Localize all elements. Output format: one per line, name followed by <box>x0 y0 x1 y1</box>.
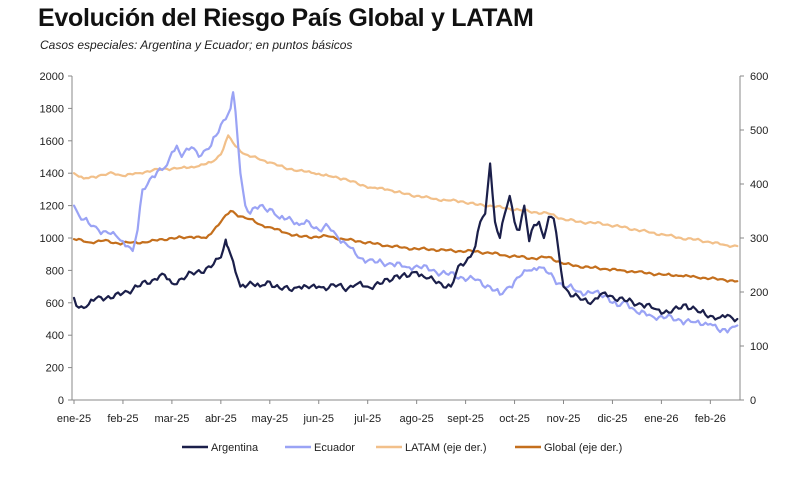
series-line-latam <box>72 134 739 248</box>
series-line-ecuador <box>72 91 739 334</box>
left-tick-label: 1600 <box>40 136 64 148</box>
left-tick-label: 1200 <box>40 201 64 213</box>
left-y-ticks: 0 200 400 600 800 1000 1200 1400 1600 1800 2000 <box>40 71 72 407</box>
x-tick-label: ene-26 <box>644 413 678 425</box>
x-tick-label: abr-25 <box>205 413 237 425</box>
right-tick-label: 500 <box>750 125 768 137</box>
chart-title: Evolución del Riesgo País Global y LATAM <box>38 4 534 32</box>
x-tick-label: feb-25 <box>107 413 138 425</box>
x-tick-label: sept-25 <box>447 413 484 425</box>
x-tick-label: may-25 <box>251 413 288 425</box>
series-line-argentina <box>72 162 739 323</box>
right-tick-label: 400 <box>750 179 768 191</box>
x-tick-label: ene-25 <box>57 413 91 425</box>
legend-label: Global (eje der.) <box>544 442 622 454</box>
x-tick-label: feb-26 <box>695 413 726 425</box>
left-tick-label: 0 <box>58 395 64 407</box>
x-tick-label: jul-25 <box>353 413 381 425</box>
left-tick-label: 1000 <box>40 233 64 245</box>
x-tick-label: ago-25 <box>400 413 434 425</box>
right-tick-label: 600 <box>750 71 768 83</box>
right-y-ticks: 0 100 200 300 400 500 600 <box>740 71 768 407</box>
left-tick-label: 2000 <box>40 71 64 83</box>
x-tick-label: dic-25 <box>597 413 627 425</box>
legend-label: LATAM (eje der.) <box>405 442 487 454</box>
left-tick-label: 1800 <box>40 103 64 115</box>
right-tick-label: 100 <box>750 341 768 353</box>
right-tick-label: 200 <box>750 287 768 299</box>
legend-label: Argentina <box>211 442 259 454</box>
left-tick-label: 400 <box>46 330 64 342</box>
series-lines <box>72 91 739 334</box>
series-line-global <box>72 209 739 283</box>
x-tick-label: oct-25 <box>499 413 530 425</box>
legend: Argentina Ecuador LATAM (eje der.) Global (… <box>182 442 622 454</box>
x-ticks: ene-25 feb-25 mar-25 abr-25 may-25 jun-25 jul-… <box>57 400 726 425</box>
x-tick-label: mar-25 <box>154 413 189 425</box>
right-tick-label: 0 <box>750 395 756 407</box>
right-tick-label: 300 <box>750 233 768 245</box>
x-tick-label: nov-25 <box>547 413 581 425</box>
chart-subtitle: Casos especiales: Argentina y Ecuador; e… <box>40 38 353 52</box>
x-tick-label: jun-25 <box>302 413 334 425</box>
left-tick-label: 200 <box>46 363 64 375</box>
left-tick-label: 800 <box>46 265 64 277</box>
left-tick-label: 1400 <box>40 168 64 180</box>
legend-label: Ecuador <box>314 442 355 454</box>
left-tick-label: 600 <box>46 298 64 310</box>
